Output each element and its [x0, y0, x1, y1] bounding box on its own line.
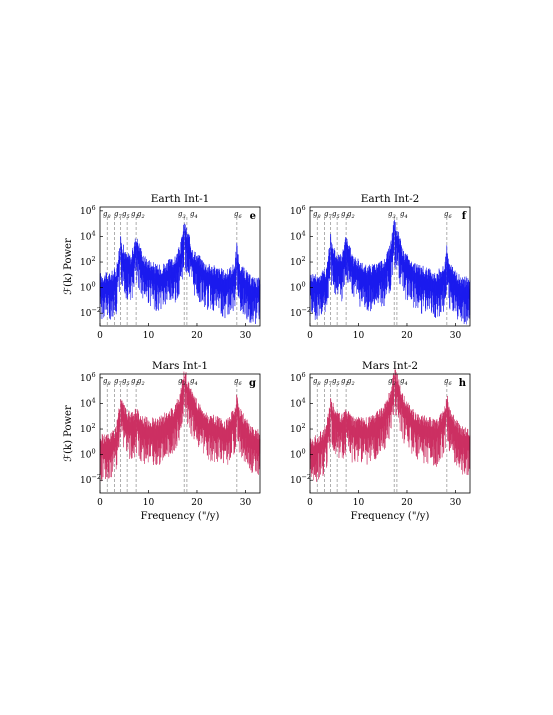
frequency-label-g5: g5	[122, 377, 130, 387]
frequency-label-g3: g3	[388, 210, 396, 220]
x-tick-label: 0	[97, 331, 103, 341]
frequency-label-g1: g1	[341, 377, 349, 387]
x-tick-label: 30	[240, 331, 252, 341]
y-tick-label: 102	[80, 255, 96, 268]
x-tick-label: 20	[191, 331, 203, 341]
y-tick-label: 100	[290, 448, 306, 461]
y-tick-label: 106	[290, 204, 306, 217]
y-tick-label: 10−2	[290, 306, 311, 319]
frequency-label-g6: g6	[234, 377, 242, 387]
panel-title: Earth Int-2	[361, 193, 420, 205]
frequency-label-g3: g3	[178, 210, 186, 220]
x-tick-label: 20	[401, 331, 413, 341]
y-tick-label: 100	[290, 281, 306, 294]
frequency-label-g5: g5	[122, 210, 130, 220]
panel-letter: e	[250, 211, 256, 222]
y-tick-label: 10−2	[290, 473, 311, 486]
y-axis-label: ℱ(k) Power	[63, 238, 74, 295]
y-tick-label: 10−2	[80, 473, 101, 486]
y-tick-label: 100	[80, 448, 96, 461]
y-tick-label: 102	[80, 422, 96, 435]
frequency-label-g6: g6	[444, 210, 452, 220]
y-tick-label: 104	[290, 396, 306, 409]
panel-letter: h	[459, 378, 467, 389]
axes-frame	[309, 206, 471, 327]
frequency-label-g8: g8	[313, 377, 321, 387]
frequency-label-g3: g3	[388, 377, 396, 387]
frequency-label-g8: g8	[313, 210, 321, 220]
frequency-label-g2: g2	[137, 377, 145, 387]
panel-title: Mars Int-2	[362, 360, 418, 372]
x-tick-label: 0	[97, 498, 103, 508]
y-tick-label: 102	[290, 255, 306, 268]
frequency-label-g4: g4	[400, 377, 408, 387]
frequency-label-g2: g2	[347, 210, 355, 220]
x-tick-label: 10	[353, 331, 365, 341]
x-tick-label: 0	[307, 331, 313, 341]
frequency-label-g8: g8	[103, 377, 111, 387]
y-tick-label: 104	[290, 229, 306, 242]
axes-frame	[99, 206, 261, 327]
spectrum-series-line	[309, 369, 471, 482]
panel-title: Mars Int-1	[152, 360, 208, 372]
axes-frame	[99, 373, 261, 494]
x-tick-label: 10	[143, 498, 155, 508]
frequency-label-g4: g4	[190, 210, 198, 220]
frequency-label-g4: g4	[400, 210, 408, 220]
frequency-label-g3: g3	[178, 377, 186, 387]
spectrum-series-line	[99, 223, 261, 324]
frequency-label-g6: g6	[234, 210, 242, 220]
y-tick-label: 100	[80, 281, 96, 294]
x-tick-label: 0	[307, 498, 313, 508]
y-tick-label: 106	[80, 204, 96, 217]
spectrum-series-line	[309, 220, 471, 325]
panel-title: Earth Int-1	[151, 193, 210, 205]
y-tick-label: 106	[290, 371, 306, 384]
x-tick-label: 30	[450, 331, 462, 341]
axes-frame	[309, 373, 471, 494]
y-axis-label: ℱ(k) Power	[63, 405, 74, 462]
y-tick-label: 106	[80, 371, 96, 384]
y-tick-label: 10−2	[80, 306, 101, 319]
x-tick-label: 10	[143, 331, 155, 341]
frequency-label-g2: g2	[137, 210, 145, 220]
y-tick-label: 104	[80, 229, 96, 242]
frequency-label-g1: g1	[341, 210, 349, 220]
x-tick-label: 30	[450, 498, 462, 508]
x-axis-label: Frequency ("/y)	[141, 511, 220, 522]
frequency-label-g6: g6	[444, 377, 452, 387]
panel-letter: f	[462, 211, 467, 222]
frequency-label-g7: g7	[324, 377, 332, 387]
frequency-label-g7: g7	[114, 377, 122, 387]
y-tick-label: 102	[290, 422, 306, 435]
frequency-label-g7: g7	[324, 210, 332, 220]
panel-letter: g	[249, 378, 256, 389]
x-tick-label: 20	[401, 498, 413, 508]
frequency-label-g4: g4	[190, 377, 198, 387]
frequency-label-g8: g8	[103, 210, 111, 220]
frequency-label-g1: g1	[131, 377, 139, 387]
spectrum-series-line	[99, 371, 261, 482]
x-tick-label: 10	[353, 498, 365, 508]
x-tick-label: 30	[240, 498, 252, 508]
frequency-label-g5: g5	[332, 210, 340, 220]
x-tick-label: 20	[191, 498, 203, 508]
frequency-label-g1: g1	[131, 210, 139, 220]
frequency-label-g5: g5	[332, 377, 340, 387]
y-tick-label: 104	[80, 396, 96, 409]
x-axis-label: Frequency ("/y)	[351, 511, 430, 522]
frequency-label-g7: g7	[114, 210, 122, 220]
frequency-label-g2: g2	[347, 377, 355, 387]
